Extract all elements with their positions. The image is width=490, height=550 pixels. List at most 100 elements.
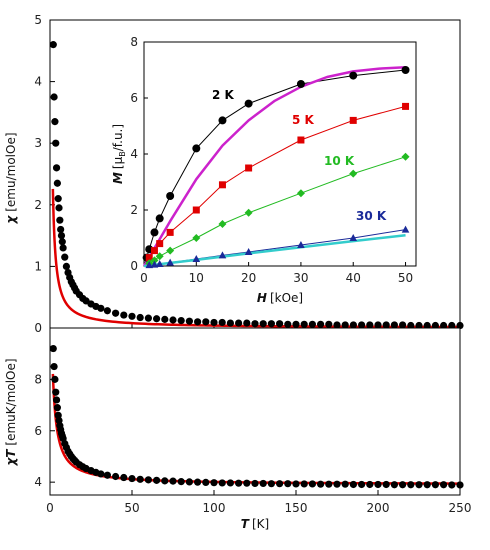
inset-data-points (142, 66, 410, 269)
top-data-point (226, 319, 234, 327)
inset-xtick-label: 50 (398, 271, 413, 285)
top-ytick-label: 1 (34, 259, 42, 273)
bottom-data-point (407, 481, 415, 489)
top-data-point (349, 321, 357, 329)
bottom-data-point (243, 479, 251, 487)
top-data-point (161, 315, 169, 323)
top-data-point (431, 321, 439, 330)
inset-point-diamond (349, 169, 358, 178)
top-data-point (144, 314, 152, 322)
top-data-point (112, 309, 120, 317)
top-ytick-label: 3 (34, 136, 42, 150)
bottom-data-point (276, 480, 284, 488)
inset-point-square (218, 181, 226, 189)
top-data-point (292, 320, 300, 328)
inset-fit-curves (142, 65, 406, 268)
bottom-data-point (399, 481, 407, 489)
top-data-point (56, 216, 64, 224)
top-data-point (128, 312, 136, 320)
top-data-point (415, 321, 423, 330)
inset-point-circle (296, 80, 305, 88)
series-label-2k: 2 K (212, 88, 235, 102)
top-fit-line (51, 188, 461, 329)
bottom-data-point (390, 481, 398, 489)
top-data-point (194, 318, 202, 326)
top-data-point (61, 253, 69, 261)
top-data-point (57, 225, 65, 234)
inset-point-diamond (218, 220, 227, 228)
bottom-data-point (358, 480, 366, 489)
top-data-point (185, 317, 193, 325)
top-data-point (97, 304, 105, 312)
inset-point-square (297, 136, 305, 144)
bottom-ytick-label: 4 (34, 475, 42, 489)
inset-point-triangle (244, 248, 253, 255)
bottom-data-point (333, 480, 341, 488)
bottom-data-point (103, 471, 111, 479)
bottom-data-point (112, 472, 120, 481)
top-data-point (49, 41, 57, 49)
bottom-data-point (161, 477, 169, 485)
inset-plot-frame (143, 41, 417, 267)
bottom-xtick-label: 150 (285, 501, 308, 515)
inset-point-circle (150, 228, 159, 237)
inset-point-diamond (192, 234, 201, 242)
inset-point-circle (155, 214, 164, 223)
bottom-data-point (49, 344, 57, 353)
inset-xtick-label: 40 (346, 271, 361, 285)
top-data-point (448, 321, 456, 330)
top-data-point (120, 311, 128, 319)
top-data-point (103, 307, 111, 315)
top-data-point (423, 321, 431, 330)
bottom-data-point (374, 480, 382, 489)
bottom-data-point (210, 479, 218, 487)
top-data-point (51, 118, 59, 126)
inset-xtick-label: 0 (140, 271, 148, 285)
top-data-point (235, 319, 243, 327)
top-data-point (276, 320, 284, 328)
top-data-point (317, 320, 325, 328)
top-ytick-label: 2 (34, 198, 42, 212)
top-data-point (53, 179, 61, 187)
bottom-data-point (300, 480, 308, 488)
bottom-data-point (325, 480, 333, 488)
top-data-point (153, 315, 161, 323)
top-data-point (52, 139, 60, 147)
inset-point-circle (349, 71, 358, 80)
bottom-data-point (440, 481, 448, 489)
bottom-data-points (49, 344, 464, 489)
top-data-point (50, 93, 58, 101)
bottom-ytick-label: 6 (34, 424, 42, 438)
bottom-data-point (153, 476, 161, 484)
bottom-data-point (194, 478, 202, 486)
inset-ytick-label: 0 (130, 259, 138, 273)
inset-point-triangle (145, 261, 154, 269)
inset-fit-line (142, 65, 406, 267)
top-data-point (308, 320, 316, 328)
bottom-data-point (366, 480, 374, 489)
inset-xtick-label: 20 (241, 271, 256, 285)
series-label-10k: 10 K (324, 154, 355, 168)
top-data-point (374, 321, 382, 329)
inset-point-diamond (244, 208, 253, 217)
bottom-data-point (53, 404, 61, 412)
top-data-point (177, 317, 185, 325)
bottom-data-point (267, 480, 275, 488)
bottom-data-point (341, 480, 349, 488)
bottom-data-point (226, 479, 234, 487)
inset-point-square (156, 240, 164, 248)
bottom-xlabel: T [K] (241, 517, 269, 531)
top-data-points (49, 41, 464, 330)
inset-point-triangle (218, 251, 227, 259)
bottom-xtick-label: 50 (124, 501, 139, 515)
inset-point-triangle (297, 241, 305, 248)
top-data-point (341, 321, 349, 329)
top-ytick-label: 5 (34, 13, 42, 27)
top-data-point (284, 320, 292, 328)
inset-point-triangle (349, 234, 358, 241)
series-label-30k: 30 K (356, 209, 387, 223)
top-data-point (333, 321, 341, 329)
inset-point-triangle (150, 260, 159, 268)
inset-point-diamond (296, 189, 305, 198)
